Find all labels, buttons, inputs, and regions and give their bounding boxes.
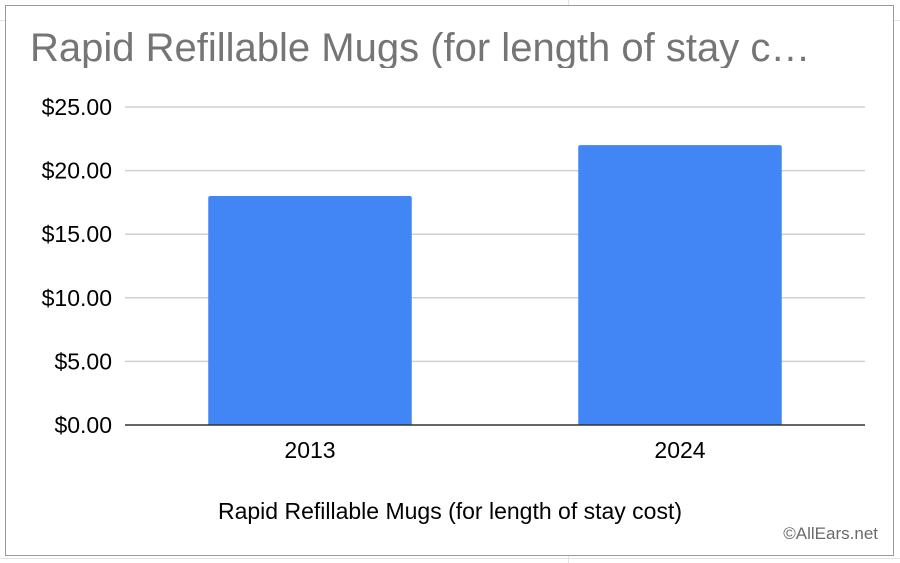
x-tick-label: 2024 [654, 437, 705, 463]
y-tick-label: $0.00 [54, 412, 112, 438]
bar [208, 196, 412, 425]
chart-title: Rapid Refillable Mugs (for length of sta… [30, 28, 811, 68]
watermark: ©AllEars.net [783, 524, 878, 543]
y-tick-label: $5.00 [54, 348, 112, 374]
x-axis-title: Rapid Refillable Mugs (for length of sta… [217, 498, 683, 524]
y-tick-label: $25.00 [42, 94, 112, 120]
sheet-gridline [0, 558, 900, 559]
y-tick-label: $10.00 [42, 285, 112, 311]
y-tick-label: $15.00 [42, 221, 112, 247]
bar [578, 145, 782, 425]
x-tick-label: 2013 [284, 437, 335, 463]
y-tick-label: $20.00 [42, 158, 112, 184]
